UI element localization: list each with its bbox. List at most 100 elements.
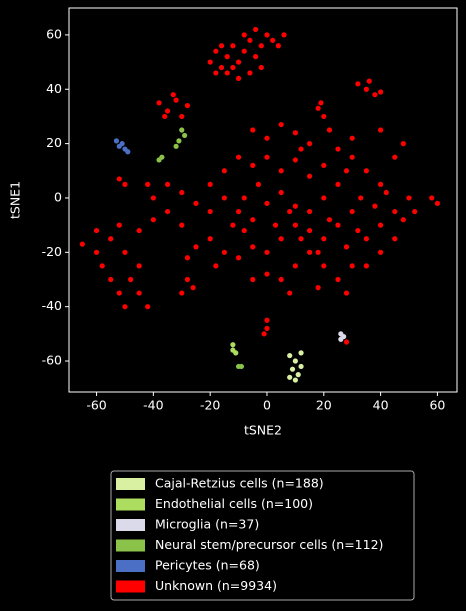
legend-swatch [116,478,145,490]
point [355,81,361,87]
point [363,168,369,174]
point [116,222,122,228]
point [179,127,185,133]
point [321,236,327,242]
point [298,363,304,370]
point [261,331,267,337]
point [250,276,256,283]
point [363,86,369,92]
point [349,135,355,141]
point [179,222,185,228]
point [278,189,284,196]
point [272,222,279,228]
point [250,244,256,250]
point [235,255,242,261]
point [218,64,225,71]
legend-label: Microglia (n=37) [155,517,259,532]
point [221,249,227,255]
point [349,263,355,269]
legend-swatch [116,580,145,593]
point [193,244,199,250]
point [150,217,156,223]
point [292,203,298,209]
point [292,358,298,364]
point [230,43,236,49]
point [164,208,171,215]
point [235,75,242,81]
point [235,59,242,65]
point [377,181,384,187]
legend-label: Unknown (n=9934) [155,578,277,593]
point [207,236,213,242]
point [315,105,321,111]
x-tick-label: 0 [263,398,271,413]
point [372,203,378,209]
point [159,154,165,160]
point [335,181,341,187]
point [184,255,191,261]
point [349,208,355,215]
point [164,181,171,187]
point [179,189,185,196]
point [145,181,151,187]
point [179,290,185,296]
point [136,290,142,296]
legend-swatch [116,539,145,552]
point [253,54,259,60]
point [93,227,100,234]
point [264,249,270,255]
point [292,377,298,383]
point [275,43,281,49]
point [372,92,378,98]
point [145,304,151,310]
point [184,276,191,283]
point [278,121,284,128]
point [258,43,264,49]
point [321,162,327,168]
point [298,236,304,242]
point [377,222,384,228]
point [377,89,384,95]
point [321,195,327,201]
point [315,249,321,255]
legend-label: Endothelial cells (n=100) [155,496,313,511]
point [429,195,435,201]
point [255,181,262,187]
y-tick-label: -60 [42,353,62,368]
point [292,222,298,228]
x-tick-label: -60 [86,398,106,413]
point [343,168,350,174]
point [258,64,264,71]
point [270,37,276,43]
point [281,32,287,38]
point [235,208,242,215]
point [289,366,296,372]
point [164,108,171,114]
point [321,263,327,269]
point [79,241,85,247]
point [292,157,298,163]
plot-frame [68,7,458,393]
point [412,208,418,215]
point [318,100,324,106]
y-tick-label: 40 [46,81,62,96]
point [176,138,182,144]
point [116,143,122,149]
point [349,154,355,160]
legend-swatch [116,498,145,511]
point [264,32,270,38]
point [213,263,219,269]
point [193,200,199,206]
point [400,141,406,147]
y-tick-label: -40 [42,298,62,313]
point [278,168,284,174]
point [116,176,122,182]
point [358,195,364,201]
point [392,154,398,160]
y-tick-label: -20 [42,244,62,259]
point [250,162,256,168]
point [377,249,384,255]
point [173,143,179,149]
point [335,222,341,228]
